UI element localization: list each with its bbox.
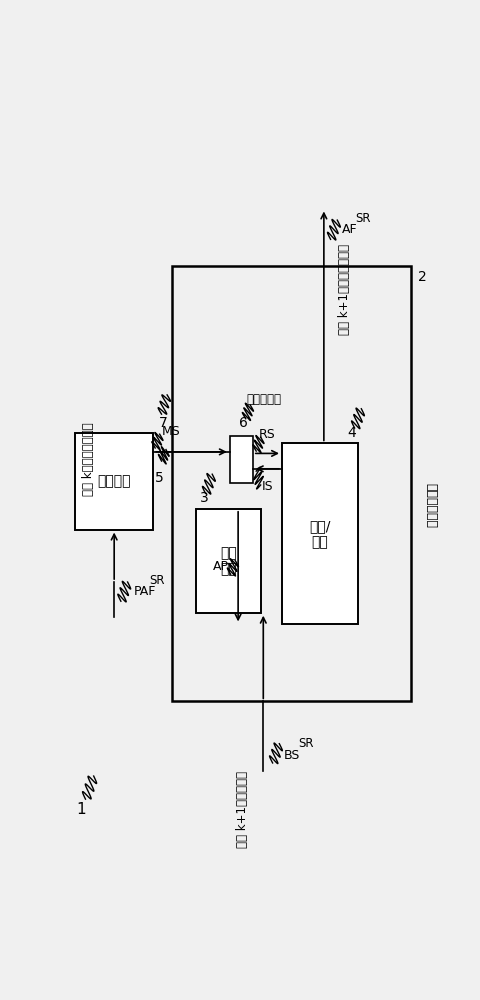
- Text: 在帧 k+1处的比特流: 在帧 k+1处的比特流: [236, 771, 249, 848]
- Bar: [229, 436, 252, 483]
- Bar: [172, 266, 409, 701]
- Text: 5: 5: [155, 471, 164, 485]
- Text: 在帧 k处的解码的音频: 在帧 k处的解码的音频: [82, 422, 95, 496]
- Text: IS: IS: [261, 480, 273, 493]
- Text: 6: 6: [239, 416, 247, 430]
- Bar: [196, 509, 261, 613]
- Bar: [281, 443, 358, 624]
- Text: 7: 7: [158, 416, 168, 430]
- Text: SR: SR: [355, 212, 370, 225]
- Text: MS: MS: [161, 425, 180, 438]
- Text: PAF: PAF: [133, 585, 156, 598]
- Text: SR: SR: [298, 737, 313, 750]
- Text: AP: AP: [212, 560, 228, 573]
- Text: 存储器状态: 存储器状态: [246, 393, 281, 406]
- Text: 2: 2: [417, 270, 426, 284]
- Text: 3: 3: [200, 491, 208, 505]
- Text: 参数
解码: 参数 解码: [220, 546, 237, 576]
- Text: SR: SR: [149, 574, 165, 587]
- Text: RS: RS: [258, 428, 275, 441]
- Text: 合成/
滤波: 合成/ 滤波: [309, 519, 330, 549]
- Text: 预测性解码器: 预测性解码器: [424, 483, 437, 528]
- Text: BS: BS: [283, 749, 300, 762]
- Text: 1: 1: [76, 802, 85, 817]
- Text: 在帧 k+1处的解码的音频: 在帧 k+1处的解码的音频: [337, 244, 350, 335]
- Text: 4: 4: [347, 426, 356, 440]
- Bar: [75, 433, 153, 530]
- Text: AF: AF: [341, 223, 357, 236]
- Text: 反向滤波: 反向滤波: [97, 475, 131, 489]
